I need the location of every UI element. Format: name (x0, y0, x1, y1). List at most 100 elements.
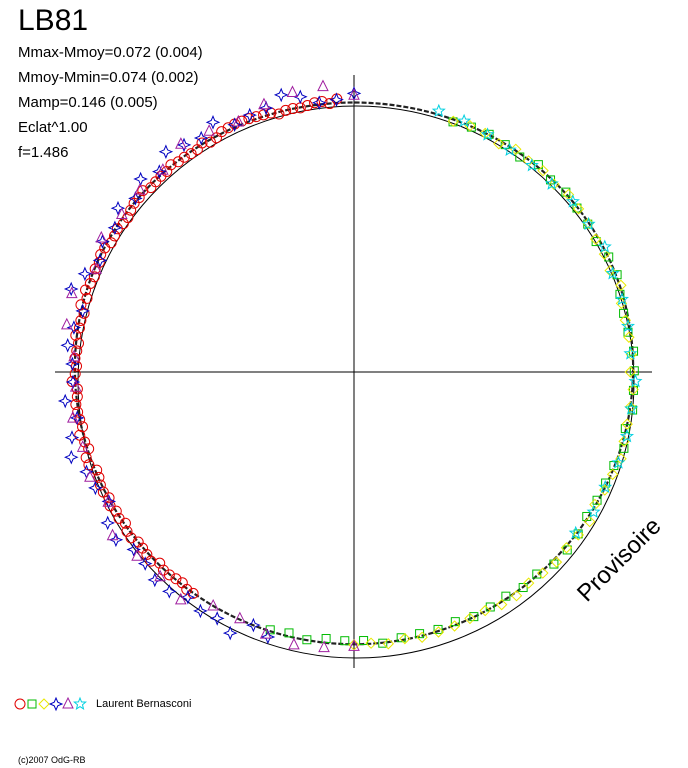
data-point-diamond (583, 515, 596, 528)
data-point-diamond (522, 577, 535, 589)
data-point-circle (125, 204, 137, 216)
data-point-triangle (175, 137, 187, 149)
copyright-notice: (c)2007 OdG-RB (18, 755, 86, 765)
data-point-triangle (258, 97, 270, 110)
data-point-star4 (64, 449, 79, 465)
data-point-triangle (67, 410, 79, 423)
data-point-star5 (611, 455, 626, 469)
data-point-star4 (147, 572, 163, 588)
data-point-diamond (399, 632, 411, 645)
data-point-triangle (76, 440, 89, 452)
data-point-circle (69, 368, 81, 380)
data-point-square (469, 612, 479, 622)
data-point-star5 (431, 103, 446, 118)
data-point-triangle (286, 85, 299, 97)
data-point-circle (73, 322, 85, 334)
data-point-star5 (586, 504, 601, 518)
data-point-triangle (317, 79, 329, 92)
data-point-diamond (348, 639, 360, 651)
data-point-square (501, 591, 511, 601)
legend-symbol-diamond (38, 698, 50, 710)
data-point-star4 (57, 393, 73, 409)
data-point-square (629, 366, 639, 376)
data-point-star4 (311, 95, 327, 110)
data-point-star4 (66, 320, 82, 335)
data-point-star4 (64, 430, 80, 445)
legend-symbol-star5 (73, 696, 87, 711)
data-point-circle (309, 97, 321, 109)
data-point-diamond (560, 542, 573, 554)
data-point-square (302, 635, 312, 645)
data-point-star4 (193, 130, 209, 146)
data-point-star4 (128, 191, 143, 206)
data-point-star4 (69, 410, 85, 426)
data-point-circle (75, 299, 87, 311)
data-point-star5 (597, 239, 612, 253)
stat-brightness-exponent: Eclat^1.00 (18, 119, 88, 136)
data-point-circle (280, 104, 292, 116)
data-point-triangle (234, 611, 246, 624)
data-point-diamond (589, 233, 602, 245)
stat-amplitude-min: Mmoy-Mmin=0.074 (0.002) (18, 69, 199, 86)
data-point-diamond (382, 638, 395, 650)
data-point-circle (121, 525, 133, 537)
data-point-diamond (447, 115, 459, 127)
data-point-circle (71, 391, 83, 403)
data-point-star4 (246, 617, 261, 633)
data-point-circle (77, 421, 89, 433)
data-point-triangle (84, 470, 96, 482)
data-point-star5 (605, 266, 620, 280)
data-point-circle (89, 263, 101, 275)
data-point-circle (157, 564, 169, 576)
stat-amplitude: Mamp=0.146 (0.005) (18, 94, 158, 111)
data-point-circle (165, 159, 177, 171)
data-point-star4 (126, 542, 141, 557)
data-point-circle (125, 532, 137, 544)
data-point-triangle (115, 207, 128, 220)
data-point-triangle (318, 640, 330, 653)
data-point-circle (301, 100, 313, 112)
data-point-star4 (101, 494, 117, 509)
data-point-circle (88, 271, 100, 283)
data-point-circle (273, 108, 285, 120)
data-point-triangle (66, 286, 78, 299)
data-point-circle (187, 587, 199, 599)
data-point-circle (176, 577, 188, 589)
data-point-circle (109, 230, 121, 242)
data-point-diamond (627, 383, 639, 396)
data-point-star5 (502, 142, 517, 156)
data-point-circle (178, 151, 190, 163)
data-point-square (591, 237, 601, 247)
data-point-triangle (68, 349, 80, 362)
data-point-triangle (288, 637, 300, 650)
data-point-star5 (480, 127, 495, 141)
data-point-diamond (416, 631, 428, 643)
data-point-diamond (598, 248, 611, 260)
data-point-star5 (581, 216, 596, 231)
data-point-star4 (205, 114, 221, 130)
data-point-circle (95, 249, 107, 261)
data-point-diamond (623, 331, 635, 343)
data-point-square (592, 495, 602, 505)
data-point-circle (145, 555, 157, 567)
data-point-star5 (615, 292, 629, 306)
data-point-star4 (110, 200, 126, 216)
data-point-diamond (448, 620, 461, 632)
data-point-star5 (457, 113, 472, 128)
data-point-star4 (162, 584, 177, 599)
data-point-circle (81, 292, 93, 304)
data-point-diamond (572, 203, 585, 215)
stat-amplitude-max: Mmax-Mmoy=0.072 (0.004) (18, 44, 203, 61)
data-point-square (433, 624, 443, 634)
legend-symbol-circle (14, 698, 26, 710)
data-point-diamond (621, 418, 633, 430)
data-point-square (619, 443, 629, 453)
data-point-square (284, 628, 294, 638)
data-point-star4 (273, 87, 289, 103)
data-point-circle (154, 557, 166, 569)
data-point-circle (141, 548, 153, 560)
legend-author: Laurent Bernasconi (96, 698, 192, 710)
data-point-star5 (624, 401, 639, 415)
data-point-star4 (75, 303, 91, 319)
data-point-star5 (619, 428, 635, 443)
